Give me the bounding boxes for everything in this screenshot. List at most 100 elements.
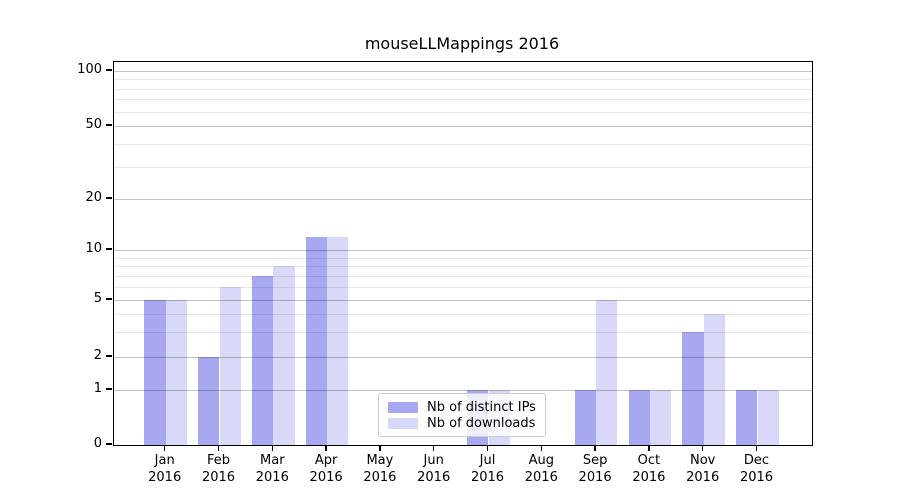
x-tick-month: May [366,453,394,468]
gridline-minor-80 [114,88,812,90]
x-tick-label-oct: Oct 2016 [612,452,686,486]
y-tick-1 [105,388,112,390]
x-tick-label-dec: Dec 2016 [720,452,794,486]
gridline-minor-4 [114,313,812,315]
gridline-minor-3 [114,331,812,333]
y-tick-50 [105,124,112,126]
x-tick-month: Jul [479,453,496,468]
bar-ips-feb [198,357,220,445]
x-tick-year: 2016 [201,470,236,485]
x-tick-apr [325,446,327,451]
y-tick-5 [105,298,112,300]
bar-ips-sep [574,390,597,445]
x-tick-label-sep: Sep 2016 [558,452,632,486]
x-tick-month: Oct [637,453,661,468]
x-tick-label-apr: Apr 2016 [289,452,363,486]
gridline-minor-30 [114,166,812,168]
gridline-major-5 [114,300,812,301]
chart-title: mouseLLMappings 2016 [364,34,560,53]
x-tick-year: 2016 [255,470,289,485]
gridline-minor-60 [114,111,812,113]
bar-downloads-sep [596,300,618,445]
x-tick-aug [540,446,542,451]
y-tick-0 [105,443,112,445]
x-tick-sep [594,446,596,451]
x-tick-year: 2016 [578,470,612,485]
legend-label-downloads: Nb of downloads [427,415,536,431]
y-tick-label-100: 100 [77,62,102,77]
x-tick-month: Aug [528,453,554,468]
gridline-minor-6 [114,286,812,288]
gridline-major-1 [114,390,812,391]
x-tick-mar [271,446,273,451]
plot-area [113,61,813,446]
legend-row-downloads: Nb of downloads [388,415,536,431]
x-tick-label-jan: Jan 2016 [128,452,202,486]
x-tick-year: 2016 [632,470,666,485]
x-tick-month: Feb [206,453,231,468]
x-tick-label-jul: Jul 2016 [451,452,525,486]
gridline-minor-40 [114,143,812,145]
gridline-minor-70 [114,99,812,101]
x-tick-label-mar: Mar 2016 [235,452,309,486]
x-tick-may [379,446,381,451]
gridline-minor-8 [114,266,812,268]
x-tick-month: Sep [582,453,608,468]
bar-downloads-oct [649,390,672,445]
y-tick-label-1: 1 [93,381,102,396]
bar-downloads-mar [273,266,295,445]
bar-downloads-dec [757,390,779,445]
legend-label-distinct-ips: Nb of distinct IPs [427,399,536,415]
x-tick-month: Jun [423,453,444,468]
bar-ips-oct [628,390,650,445]
gridline-major-20 [114,199,812,200]
bar-ips-dec [736,390,758,445]
x-tick-year: 2016 [417,470,451,485]
x-tick-jul [486,446,489,451]
x-tick-month: Jan [154,453,175,468]
y-tick-label-50: 50 [85,117,102,132]
gridline-major-100 [114,71,812,72]
y-tick-20 [105,197,112,199]
gridline-minor-9 [114,257,812,259]
x-tick-dec [755,446,758,451]
x-tick-year: 2016 [739,470,774,485]
bar-ips-apr [305,236,328,445]
x-tick-year: 2016 [524,470,558,485]
x-tick-label-feb: Feb 2016 [182,452,256,486]
x-tick-feb [217,446,220,451]
x-tick-month: Dec [743,453,770,468]
y-tick-label-2: 2 [93,348,102,363]
gridline-minor-7 [114,275,812,277]
gridline-major-2 [114,357,812,358]
y-tick-label-10: 10 [85,241,102,256]
legend-swatch-distinct-ips [388,401,418,413]
x-tick-month: Mar [260,453,285,468]
x-tick-year: 2016 [686,470,720,485]
x-tick-jan [164,446,166,451]
gridline-major-50 [114,126,812,127]
gridline-minor-90 [114,79,812,81]
x-tick-year: 2016 [363,470,397,485]
gridline-major-10 [114,250,812,251]
y-tick-10 [105,248,112,250]
y-tick-100 [105,69,112,71]
y-tick-label-5: 5 [93,291,102,306]
x-tick-label-aug: Aug 2016 [504,452,578,486]
x-tick-nov [702,446,704,451]
y-tick-label-20: 20 [85,190,102,205]
y-tick-label-0: 0 [93,436,102,451]
x-tick-label-may: May 2016 [343,452,417,486]
bar-downloads-nov [703,313,726,445]
bar-downloads-jan [165,300,188,445]
x-tick-label-jun: Jun 2016 [397,452,471,486]
legend-row-distinct-ips: Nb of distinct IPs [388,399,536,415]
x-tick-oct [648,446,650,451]
legend-swatch-downloads [388,417,418,429]
legend: Nb of distinct IPs Nb of downloads [378,393,546,437]
x-tick-year: 2016 [309,470,343,485]
x-tick-month: Apr [314,453,338,468]
x-tick-label-nov: Nov 2016 [666,452,740,486]
bar-ips-jan [144,300,166,445]
